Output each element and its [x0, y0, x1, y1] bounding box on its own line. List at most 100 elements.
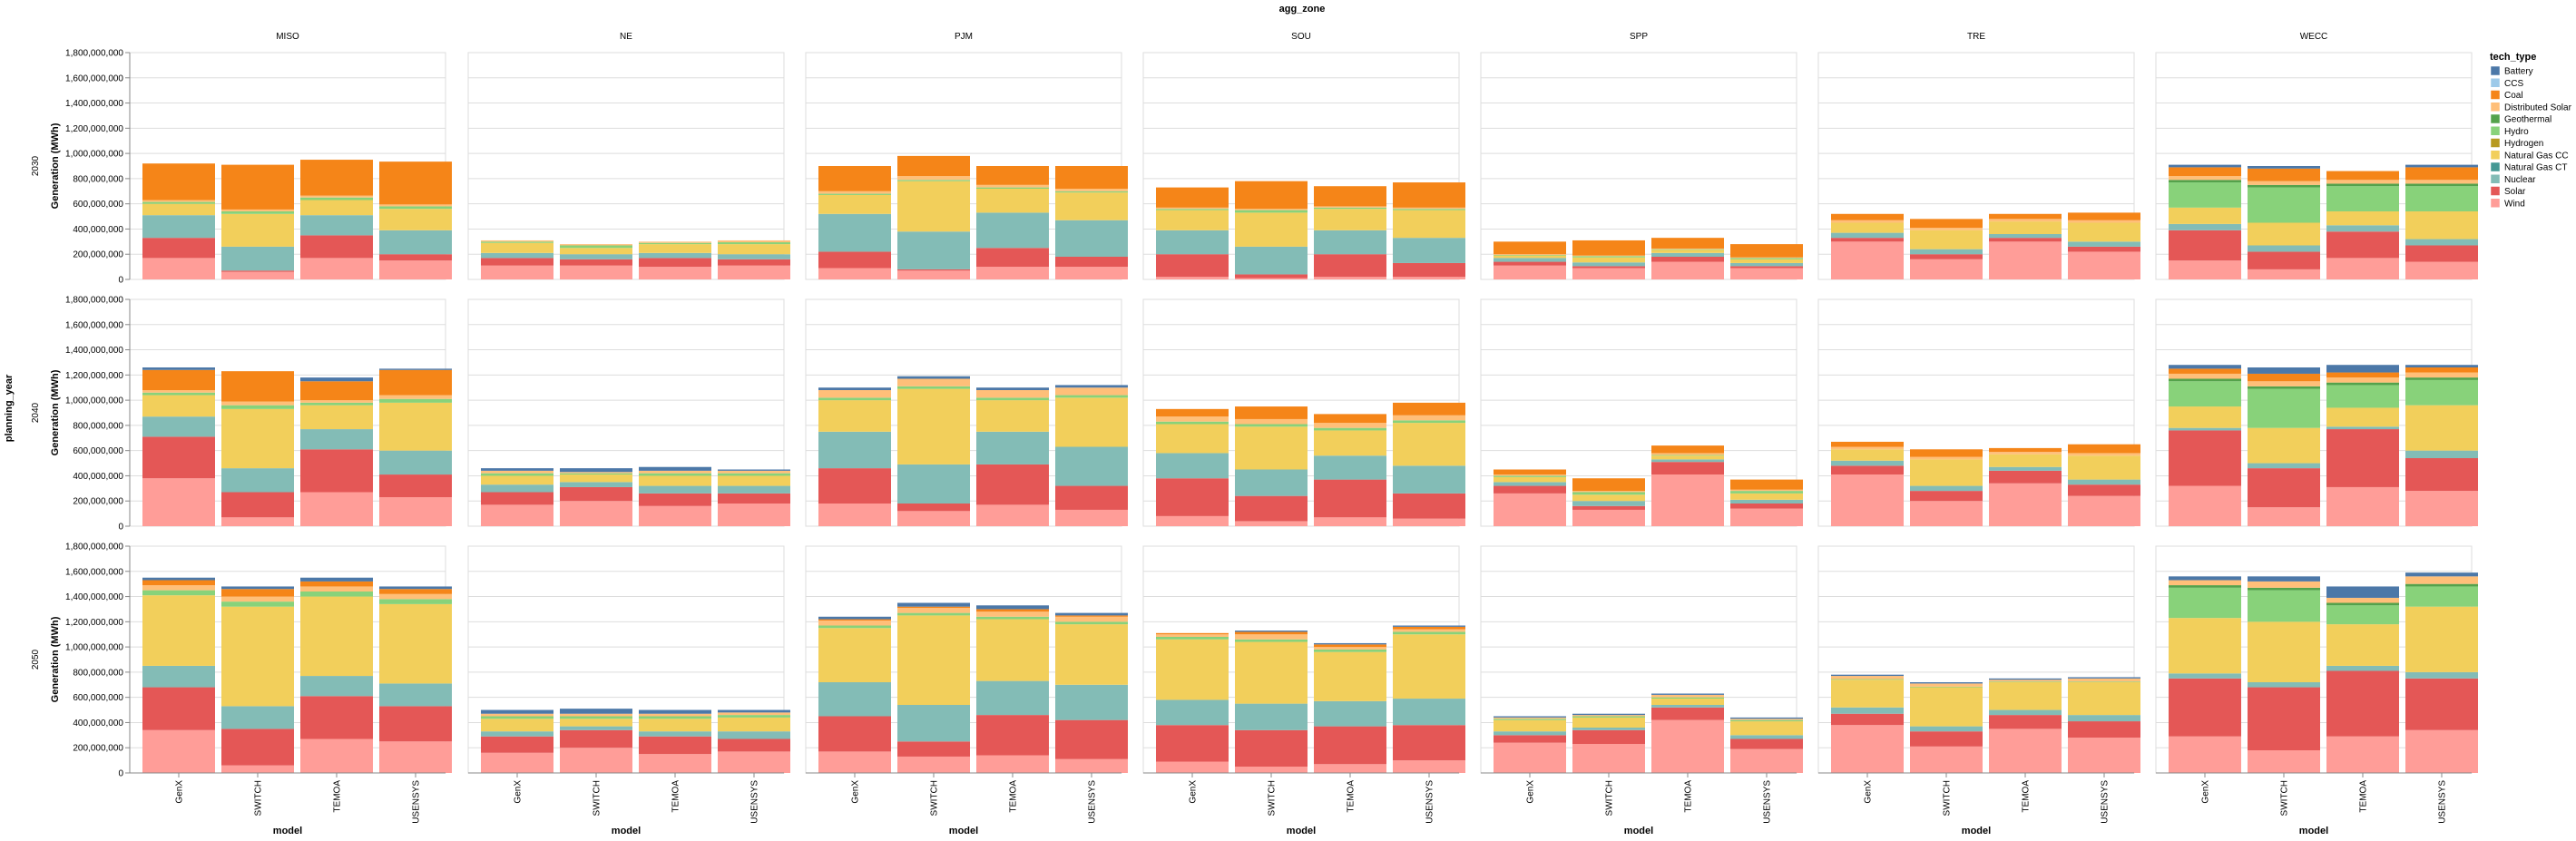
- bar-segment-genx-solar: [481, 492, 553, 505]
- bar-segment-switch-natural-gas-cc: [2248, 621, 2320, 682]
- x-tick-label: SWITCH: [1605, 780, 1615, 816]
- bar-segment-genx-battery: [481, 468, 553, 471]
- bar-segment-temoa-hydro: [2326, 385, 2399, 408]
- bar-segment-switch-wind: [560, 265, 632, 279]
- bar-segment-temoa-natural-gas-cc: [1989, 221, 2062, 234]
- bar-segment-usensys-wind: [1055, 509, 1128, 526]
- bar-segment-temoa-battery: [1314, 642, 1386, 645]
- bar-segment-usensys-coal: [1730, 479, 1803, 490]
- bar-segment-switch-wind: [897, 270, 970, 279]
- bar-segment-usensys-solar: [1393, 493, 1465, 519]
- bar-segment-temoa-solar: [976, 715, 1049, 756]
- bar-segment-switch-wind: [221, 517, 294, 526]
- bar-segment-genx-wind: [1156, 277, 1229, 279]
- bar-segment-temoa-coal: [1314, 186, 1386, 207]
- x-tick-label: GenX: [514, 780, 524, 804]
- bar-segment-genx-natural-gas-cc: [481, 242, 553, 253]
- bar-segment-temoa-wind: [2326, 258, 2399, 279]
- x-tick-label: SWITCH: [254, 780, 264, 816]
- legend-swatch-coal: [2490, 90, 2501, 100]
- bar-segment-genx-nuclear: [1494, 731, 1566, 736]
- bar-segment-genx-natural-gas-cc: [818, 628, 891, 682]
- bar-segment-switch-solar: [1235, 274, 1308, 279]
- y-axis-title: Generation (MWh): [50, 122, 61, 209]
- bar-segment-usensys-distributed-solar: [2405, 576, 2478, 584]
- bar-segment-usensys-wind: [718, 265, 790, 279]
- column-header-tre: TRE: [1967, 32, 1985, 42]
- bar-segment-temoa-nuclear: [1314, 230, 1386, 255]
- bar-segment-usensys-wind: [1730, 748, 1803, 773]
- bar-segment-temoa-solar: [1651, 462, 1724, 475]
- bar-segment-genx-solar: [2169, 430, 2241, 486]
- bar-segment-switch-solar: [2248, 468, 2320, 508]
- bar-segment-usensys-battery: [379, 586, 452, 590]
- bar-segment-usensys-natural-gas-cc: [1730, 493, 1803, 500]
- bar-segment-usensys-battery: [1393, 625, 1465, 627]
- panel-2050-tre: GenX SWITCH TEMOA USENSYS model: [1817, 545, 2140, 836]
- bar-segment-usensys-solar: [379, 706, 452, 742]
- bar-segment-genx-solar: [142, 238, 215, 259]
- y-tick-label: 1,600,000,000: [65, 320, 123, 330]
- bar-segment-temoa-distributed-solar: [976, 390, 1049, 398]
- bar-segment-genx-distributed-solar: [142, 390, 215, 393]
- bar-segment-genx-solar: [818, 251, 891, 269]
- bar-segment-genx-nuclear: [1156, 453, 1229, 479]
- bar-segment-switch-hydro: [221, 211, 294, 214]
- column-header-wecc: WECC: [2300, 32, 2328, 42]
- bar-segment-genx-geothermal: [2169, 378, 2241, 382]
- bar-segment-temoa-natural-gas-cc: [1651, 455, 1724, 460]
- column-header-miso: MISO: [276, 32, 299, 42]
- bar-segment-temoa-hydro: [2326, 186, 2399, 211]
- y-tick-label: 1,800,000,000: [65, 543, 123, 553]
- bar-segment-usensys-natural-gas-cc: [718, 475, 790, 486]
- bar-segment-temoa-wind: [639, 754, 711, 773]
- bar-segment-genx-wind: [1494, 493, 1566, 526]
- bar-segment-usensys-solar: [2068, 246, 2140, 252]
- x-tick-label: USENSYS: [412, 780, 422, 824]
- bar-segment-genx-coal: [1831, 213, 1904, 220]
- bar-segment-switch-battery: [1910, 682, 1983, 684]
- bar-segment-temoa-coal: [2326, 171, 2399, 181]
- bar-segment-usensys-nuclear: [1393, 465, 1465, 494]
- bar-segment-temoa-natural-gas-cc: [300, 405, 373, 430]
- bar-segment-temoa-nuclear: [300, 429, 373, 450]
- bar-segment-genx-battery: [481, 709, 553, 714]
- bar-segment-genx-nuclear: [481, 252, 553, 259]
- bar-segment-usensys-geothermal: [2405, 377, 2478, 380]
- x-tick-label: SWITCH: [1268, 780, 1278, 816]
- bar-segment-genx-wind: [142, 478, 215, 526]
- panel-2030-pjm: [805, 52, 1128, 280]
- bar-segment-switch-natural-gas-cc: [221, 606, 294, 707]
- bar-segment-usensys-hydro: [1055, 395, 1128, 398]
- facet-panels: MISO NE PJM SOU SPP TRE WECC 2030 Generation (MW…: [31, 32, 2478, 836]
- bar-segment-switch-coal: [1910, 449, 1983, 457]
- bar-segment-switch-distributed-solar: [2248, 381, 2320, 386]
- bar-segment-genx-hydro: [2169, 182, 2241, 208]
- bar-segment-usensys-natural-gas-cc: [718, 244, 790, 255]
- bar-segment-switch-hydro: [560, 245, 632, 249]
- bar-segment-temoa-distributed-solar: [2326, 180, 2399, 184]
- bar-segment-switch-nuclear: [1235, 703, 1308, 730]
- bar-segment-usensys-wind: [2068, 738, 2140, 773]
- bar-segment-usensys-distributed-solar: [2405, 180, 2478, 184]
- bar-segment-genx-wind: [2169, 260, 2241, 279]
- bar-segment-switch-hydro: [221, 405, 294, 409]
- bar-segment-genx-distributed-solar: [1831, 446, 1904, 450]
- bar-segment-switch-hydro: [1572, 716, 1645, 718]
- bar-segment-switch-battery: [2248, 166, 2320, 169]
- bar-segment-genx-nuclear: [1494, 482, 1566, 486]
- bar-segment-switch-distributed-solar: [221, 209, 294, 211]
- bar-segment-usensys-solar: [718, 738, 790, 752]
- bar-segment-usensys-natural-gas-cc: [379, 603, 452, 684]
- bar-segment-temoa-nuclear: [1651, 252, 1724, 257]
- bar-segment-genx-coal: [1156, 632, 1229, 635]
- bar-segment-switch-solar: [1910, 731, 1983, 747]
- bar-segment-genx-distributed-solar: [481, 713, 553, 717]
- legend-label-hydro: Hydro: [2504, 127, 2529, 137]
- bar-segment-genx-distributed-solar: [481, 240, 553, 242]
- bar-segment-genx-coal: [1156, 187, 1229, 208]
- bar-segment-temoa-battery: [639, 466, 711, 471]
- bar-segment-usensys-battery: [1730, 717, 1803, 719]
- bar-segment-temoa-distributed-solar: [300, 400, 373, 403]
- bar-segment-switch-solar: [897, 269, 970, 271]
